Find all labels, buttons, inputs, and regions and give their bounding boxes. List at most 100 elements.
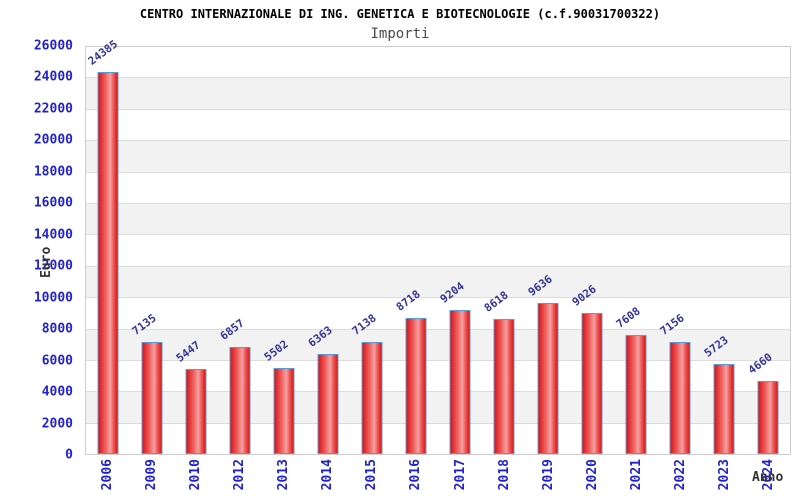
bar-slot: 5502 — [262, 47, 306, 454]
x-slot: 2016 — [394, 459, 438, 499]
bar-slot: 6363 — [306, 47, 350, 454]
y-tick-label: 26000 — [33, 38, 73, 54]
bar-slot: 4660 — [746, 47, 790, 454]
bar-slot: 9636 — [526, 47, 570, 454]
bar-2012 — [229, 346, 251, 454]
bar-2021 — [625, 334, 647, 454]
y-tick-label: 0 — [65, 447, 73, 463]
bar-2023 — [713, 364, 735, 454]
y-tick-label: 2000 — [41, 416, 73, 432]
x-tick-label: 2017 — [452, 459, 468, 491]
bar-2006 — [97, 72, 119, 454]
bar-2018 — [493, 319, 515, 454]
bar-value-label: 5447 — [173, 338, 203, 365]
bar-value-label: 9204 — [437, 279, 467, 306]
bar-2013 — [273, 367, 295, 454]
chart-title: CENTRO INTERNAZIONALE DI ING. GENETICA E… — [139, 7, 661, 21]
x-tick-label: 2022 — [673, 459, 689, 491]
bars-layer: 24385 7135 5447 6857 5502 6363 7138 8718 9204 861… — [86, 38, 790, 454]
bar-slot: 8718 — [394, 47, 438, 454]
chart-subtitle: Importi — [370, 26, 430, 42]
x-tick-label: 2023 — [717, 459, 733, 491]
bar-value-label: 4660 — [745, 350, 775, 377]
x-slot: 2014 — [306, 459, 350, 499]
x-tick-label: 2019 — [540, 459, 556, 491]
x-tick-label: 2016 — [408, 459, 424, 491]
y-tick-label: 24000 — [33, 69, 73, 85]
x-slot: 2009 — [129, 459, 173, 499]
x-tick-label: 2012 — [231, 459, 247, 491]
bar-value-label: 8618 — [481, 288, 511, 315]
bar-value-label: 5502 — [261, 337, 291, 364]
bar-slot: 9026 — [570, 47, 614, 454]
y-axis: 0 2000 4000 6000 8000 10000 12000 14000 16000 180… — [0, 40, 79, 462]
bar-value-label: 9026 — [569, 282, 599, 309]
x-slot: 2006 — [85, 459, 129, 499]
y-tick-label: 18000 — [33, 164, 73, 180]
x-tick-label: 2021 — [629, 459, 645, 491]
bar-value-label: 7156 — [657, 311, 687, 338]
plot-band — [86, 202, 790, 235]
plot-band — [86, 140, 790, 172]
bar-2016 — [405, 317, 427, 454]
bar-value-label: 7608 — [613, 304, 643, 331]
bar-slot: 9204 — [438, 47, 482, 454]
bar-slot: 8618 — [482, 47, 526, 454]
plot-area: 24385 7135 5447 6857 5502 6363 7138 8718 9204 861… — [85, 38, 791, 455]
x-tick-label: 2015 — [364, 459, 380, 491]
y-tick-label: 14000 — [33, 227, 73, 243]
x-slot: 2017 — [438, 459, 482, 499]
plot-band — [86, 234, 790, 265]
x-tick-label: 2009 — [143, 459, 159, 491]
plot-band — [86, 359, 790, 391]
x-axis-title: Anno — [752, 470, 784, 485]
bar-slot: 5447 — [174, 47, 218, 454]
bar-value-label: 5723 — [701, 333, 731, 361]
y-tick-label: 20000 — [33, 132, 73, 148]
x-tick-label: 2014 — [320, 459, 336, 491]
bar-slot: 7138 — [350, 47, 394, 454]
x-slot: 2018 — [482, 459, 526, 499]
bar-2010 — [185, 368, 207, 454]
x-tick-label: 2018 — [496, 459, 512, 491]
x-axis: 2006 2009 2010 2012 2013 2014 2015 2016 2017 2018… — [85, 459, 791, 499]
bar-slot: 5723 — [702, 47, 746, 454]
bar-2014 — [317, 354, 339, 454]
x-slot: 2012 — [217, 459, 261, 499]
bar-slot: 7608 — [614, 47, 658, 454]
x-slot: 2021 — [615, 459, 659, 499]
y-tick-label: 12000 — [33, 258, 73, 274]
x-slot: 2022 — [659, 459, 703, 499]
y-tick-label: 10000 — [33, 290, 73, 306]
x-slot: 2023 — [703, 459, 747, 499]
y-tick-label: 22000 — [33, 101, 73, 117]
plot-band — [86, 77, 790, 109]
bar-slot: 7135 — [130, 47, 174, 454]
x-slot: 2010 — [173, 459, 217, 499]
y-tick-label: 16000 — [33, 195, 73, 211]
x-tick-label: 2006 — [99, 459, 115, 491]
plot-band — [86, 108, 790, 140]
bar-value-label: 6857 — [217, 316, 247, 343]
plot-band — [86, 297, 790, 328]
bar-2009 — [141, 342, 163, 454]
bar-value-label: 7135 — [129, 311, 159, 339]
bar-value-label: 9636 — [525, 272, 555, 299]
y-tick-label: 8000 — [41, 321, 73, 337]
bar-slot: 7156 — [658, 47, 702, 454]
x-slot: 2013 — [262, 459, 306, 499]
bar-value-label: 24385 — [85, 37, 121, 69]
bar-2015 — [361, 342, 383, 454]
bar-value-label: 8718 — [393, 286, 423, 314]
x-slot: 2019 — [526, 459, 570, 499]
plot-band — [86, 422, 790, 454]
x-slot: 2020 — [570, 459, 614, 499]
bar-2019 — [537, 303, 559, 454]
bar-2022 — [669, 341, 691, 454]
x-tick-label: 2013 — [276, 459, 292, 491]
bar-value-label: 6363 — [305, 323, 335, 351]
bar-2024 — [757, 381, 779, 454]
bar-slot: 6857 — [218, 47, 262, 454]
bar-2020 — [581, 312, 603, 454]
bar-2017 — [449, 309, 471, 454]
